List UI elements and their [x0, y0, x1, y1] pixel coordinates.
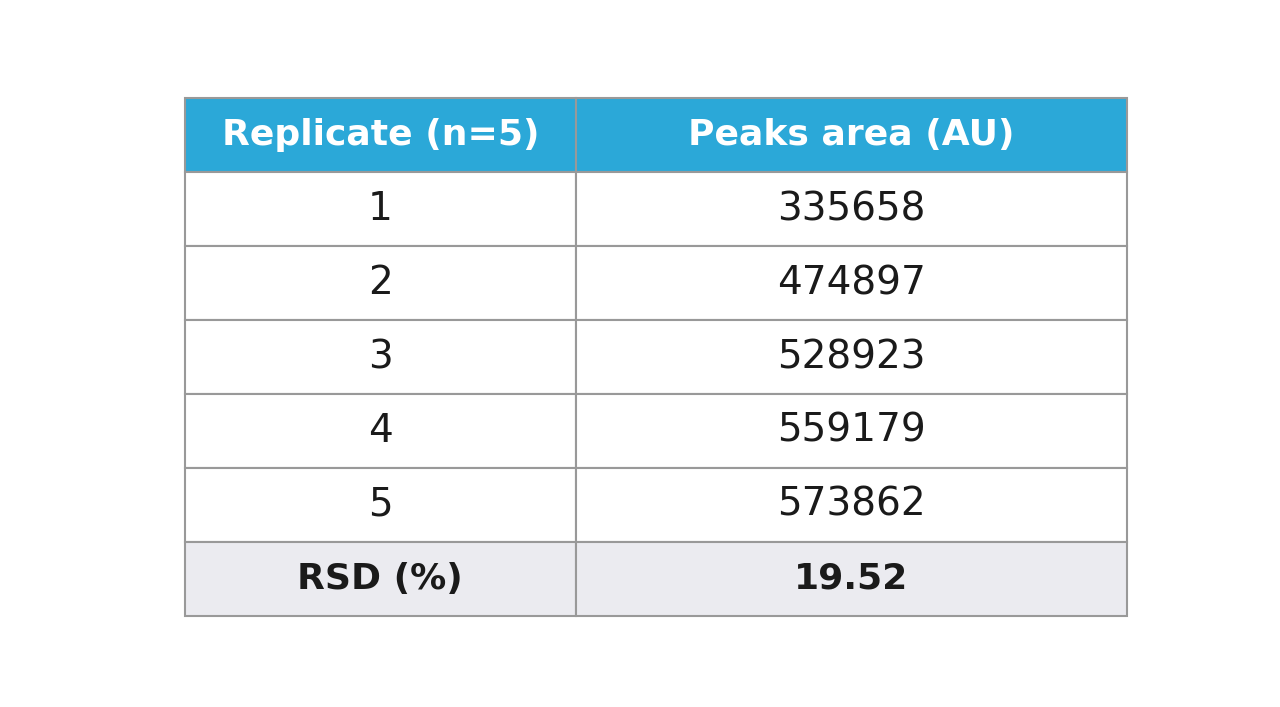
Bar [576, 246, 1128, 320]
Text: 335658: 335658 [777, 190, 925, 228]
Text: Peaks area (AU): Peaks area (AU) [689, 118, 1015, 153]
Text: 474897: 474897 [777, 264, 925, 302]
Bar [576, 468, 1128, 542]
Text: 2: 2 [367, 264, 393, 302]
Bar [184, 98, 576, 173]
Text: 3: 3 [367, 338, 393, 376]
Bar [184, 173, 576, 246]
Bar [184, 320, 576, 394]
Bar [576, 320, 1128, 394]
Bar [184, 394, 576, 468]
Text: 528923: 528923 [777, 338, 925, 376]
Text: 573862: 573862 [777, 486, 925, 524]
Text: 19.52: 19.52 [795, 561, 909, 596]
Text: 4: 4 [367, 412, 393, 450]
Bar [184, 542, 576, 616]
Bar [184, 246, 576, 320]
Bar [576, 542, 1128, 616]
Bar [576, 98, 1128, 173]
Bar [576, 173, 1128, 246]
Text: 5: 5 [369, 486, 393, 524]
Text: 559179: 559179 [777, 412, 925, 450]
Text: Replicate (n=5): Replicate (n=5) [221, 118, 539, 153]
Bar [184, 468, 576, 542]
Text: RSD (%): RSD (%) [297, 561, 463, 596]
Text: 1: 1 [367, 190, 393, 228]
Bar [576, 394, 1128, 468]
